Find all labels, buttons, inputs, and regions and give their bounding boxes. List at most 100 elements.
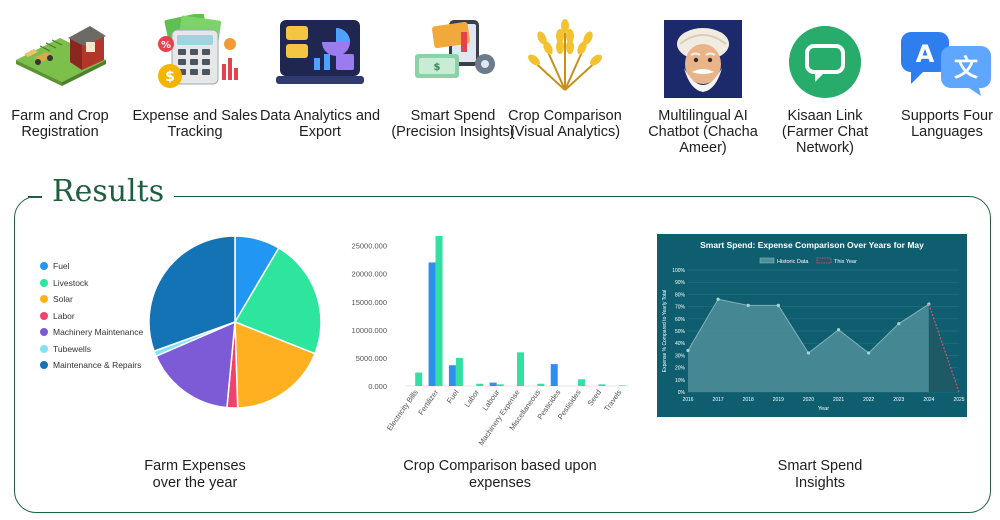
legend-swatch: [40, 311, 48, 320]
smart-y-tick: 90%: [675, 280, 686, 286]
legend-label: Fuel: [53, 261, 70, 272]
chat-bubble-icon: [789, 26, 861, 98]
smart-x-tick: 2020: [803, 397, 814, 403]
smart-y-tick: 20%: [675, 366, 686, 372]
legend-swatch-this-year: [816, 257, 832, 264]
bar-y-tick: 0.000: [368, 382, 387, 391]
feature-label: Farm and Crop Registration: [11, 108, 109, 140]
dashboard-icon: [276, 20, 364, 84]
pie-legend-item: Tubewells: [40, 341, 143, 358]
smart-y-tick: 80%: [675, 292, 686, 298]
results-divider: [28, 196, 42, 198]
legend-label: Labor: [53, 310, 75, 321]
feature-label: Crop Comparison (Visual Analytics): [508, 108, 622, 140]
bar-x-tick: Seed: [586, 388, 603, 408]
smart-historic-point: [806, 351, 811, 355]
smart-historic-point: [836, 328, 841, 332]
bar-y-tick: 10000.000: [352, 326, 387, 335]
bar-labour-s0: [489, 382, 497, 386]
smart-spend-panel: Smart Spend: Expense Comparison Over Yea…: [657, 234, 967, 417]
svg-text:文: 文: [954, 54, 979, 82]
bar-x-tick: Travels: [602, 388, 623, 413]
smart-x-tick: 2021: [833, 397, 844, 403]
smart-x-tick: 2025: [953, 397, 964, 403]
legend-swatch: [40, 295, 48, 304]
legend-label: Solar: [53, 294, 73, 305]
bar-y-tick: 20000.000: [352, 270, 387, 279]
pie-slice-livestock: [233, 246, 322, 355]
legend-label: Livestock: [53, 277, 89, 288]
bar-chart: 0.000 5000.000 10000.000 15000.000 20000.000…: [352, 236, 629, 446]
smart-x-tick: 2024: [923, 397, 934, 403]
bar-y-tick: 15000.000: [352, 298, 387, 307]
svg-text:%: %: [161, 40, 171, 51]
bar-x-tick: Fertilizer: [416, 388, 440, 417]
smart-historic-point: [716, 297, 720, 301]
smart-x-tick: 2019: [773, 397, 784, 403]
smart-historic-point: [776, 303, 780, 307]
calculator-money-icon: $ %: [158, 14, 238, 88]
smart-this-year-area: [928, 304, 959, 392]
feature-label: Smart Spend (Precision Insights): [391, 108, 515, 140]
legend-swatch: [40, 361, 48, 370]
smart-spend-chart: Smart Spend: Expense Comparison Over Yea…: [662, 240, 965, 412]
smart-x-label: Year: [818, 406, 829, 412]
legend-label-this-year: This Year: [834, 259, 857, 265]
smart-y-tick: 100%: [672, 268, 685, 274]
bar-caption: Crop Comparison based upon expenses: [403, 458, 597, 491]
legend-swatch: [40, 328, 48, 337]
legend-label: Tubewells: [53, 343, 91, 354]
bar-fuel-s1: [455, 357, 463, 386]
smart-historic-point: [686, 348, 690, 353]
wheat-icon: [528, 19, 602, 91]
legend-swatch: [40, 278, 48, 287]
smart-historic-point: [867, 351, 871, 355]
smart-historic-point: [746, 303, 750, 307]
pie-slice-maintenance-repairs: [148, 235, 236, 353]
bar-fertilizer-s0: [428, 262, 436, 386]
bar-x-tick: Electricity Bills: [385, 388, 420, 433]
smart-caption: Smart Spend Insights: [777, 458, 863, 491]
smart-y-tick: 70%: [675, 305, 686, 311]
bar-miscellaneous-s1: [537, 383, 545, 386]
bar-seed-s1: [598, 384, 606, 386]
results-title: Results: [42, 174, 175, 209]
feature-label: Kisaan Link (Farmer Chat Network): [781, 108, 869, 156]
feature-label: Multilingual AI Chatbot (Chacha Ameer): [648, 108, 758, 156]
smart-title: Smart Spend: Expense Comparison Over Yea…: [700, 240, 924, 250]
bar-x-tick: Labour: [481, 388, 502, 413]
pie-legend-item: Maintenance & Repairs: [40, 357, 143, 374]
pie-legend-item: Livestock: [40, 275, 143, 292]
legend-swatch: [40, 262, 48, 271]
pie-slice-machinery-maintenance: [155, 320, 236, 409]
smart-y-label: Expense % Compared to Yearly Total: [662, 290, 668, 372]
svg-text:A: A: [916, 40, 935, 68]
smart-y-tick: 40%: [675, 341, 686, 347]
pie-slice-solar: [234, 320, 316, 409]
feature-label: Expense and Sales Tracking: [132, 108, 258, 140]
smart-historic-point: [897, 322, 901, 326]
legend-label-historic: Historic Data: [777, 259, 809, 265]
feature-label: Data Analytics and Export: [259, 108, 381, 140]
bar-labor-s1: [476, 383, 484, 386]
bar-pestisides-s1: [578, 379, 586, 386]
pie-chart: [148, 235, 322, 409]
results-frame: [14, 196, 991, 513]
pie-legend-item: Machinery Maintenance: [40, 324, 143, 341]
smart-y-tick: 0%: [678, 390, 686, 396]
farm-icon: [16, 26, 106, 86]
legend-label: Maintenance & Repairs: [53, 360, 142, 371]
smart-y-tick: 10%: [675, 378, 686, 384]
bar-y-tick: 5000.000: [356, 354, 387, 363]
legend-label: Machinery Maintenance: [53, 327, 144, 338]
bar-travels-s1: [618, 385, 626, 386]
smart-x-tick: 2018: [743, 397, 754, 403]
svg-text:$: $: [434, 62, 441, 73]
pie-legend-item: Fuel: [40, 258, 143, 275]
pie-caption: Farm Expenses over the year: [144, 458, 246, 491]
pie-legend-item: Labor: [40, 308, 143, 325]
bar-fertilizer-s1: [435, 236, 443, 386]
smart-x-tick: 2022: [863, 397, 874, 403]
smart-y-tick: 30%: [675, 353, 686, 359]
bar-x-tick: Labor: [463, 388, 482, 409]
